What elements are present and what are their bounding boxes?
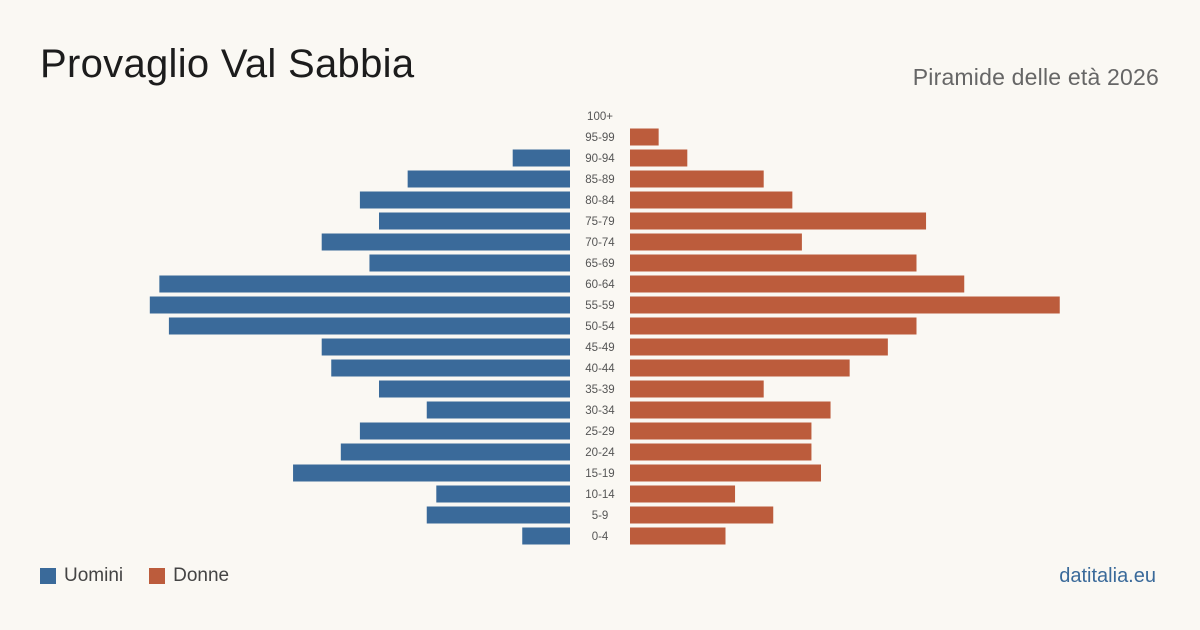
age-label-5-9: 5-9: [592, 510, 609, 522]
age-label-80-84: 80-84: [585, 195, 615, 207]
bar-men-90-94: [512, 149, 570, 167]
age-label-45-49: 45-49: [585, 342, 614, 354]
bar-women-90-94: [630, 149, 688, 167]
bar-men-40-44: [331, 359, 570, 377]
page-title: Provaglio Val Sabbia: [40, 42, 415, 86]
bar-women-5-9: [630, 506, 774, 524]
bar-women-35-39: [630, 380, 764, 398]
bar-men-85-89: [407, 170, 570, 188]
age-label-85-89: 85-89: [585, 174, 614, 186]
bar-women-0-4: [630, 527, 726, 545]
bar-women-20-24: [630, 443, 812, 461]
legend-item-women: Donne: [149, 565, 229, 587]
bar-men-60-64: [159, 275, 570, 293]
bar-men-65-69: [369, 254, 570, 272]
age-label-25-29: 25-29: [585, 426, 614, 438]
age-label-10-14: 10-14: [585, 489, 615, 501]
bar-women-70-74: [630, 233, 802, 251]
bar-women-55-59: [630, 296, 1060, 314]
age-label-60-64: 60-64: [585, 279, 615, 291]
age-label-20-24: 20-24: [585, 447, 615, 459]
bar-women-40-44: [630, 359, 850, 377]
legend-label-men: Uomini: [64, 565, 124, 586]
age-label-75-79: 75-79: [585, 216, 614, 228]
age-label-95-99: 95-99: [585, 132, 614, 144]
bar-women-10-14: [630, 485, 736, 503]
brand-link[interactable]: datitalia.eu: [1059, 565, 1156, 587]
bar-men-25-29: [359, 422, 570, 440]
age-label-70-74: 70-74: [585, 237, 615, 249]
bar-men-55-59: [149, 296, 571, 314]
bar-women-95-99: [630, 128, 659, 146]
age-label-55-59: 55-59: [585, 300, 614, 312]
bar-women-45-49: [630, 338, 888, 356]
bar-men-10-14: [436, 485, 570, 503]
age-label-0-4: 0-4: [592, 531, 609, 543]
legend-item-men: Uomini: [40, 565, 123, 587]
bar-men-5-9: [426, 506, 570, 524]
bar-women-60-64: [630, 275, 965, 293]
legend-label-women: Donne: [173, 565, 230, 586]
age-label-50-54: 50-54: [585, 321, 615, 333]
age-label-100+: 100+: [587, 111, 613, 123]
bar-women-25-29: [630, 422, 812, 440]
age-label-65-69: 65-69: [585, 258, 614, 270]
bar-men-80-84: [359, 191, 570, 209]
chart-subtitle: Piramide delle età 2026: [912, 64, 1159, 90]
bar-women-85-89: [630, 170, 764, 188]
population-pyramid-chart: 100+ 95-99 90-94 85-89 80-84 75-79 70-74 65-69 6…: [149, 111, 1060, 545]
bar-men-35-39: [379, 380, 570, 398]
age-label-90-94: 90-94: [585, 153, 615, 165]
legend-swatch-women: [149, 568, 166, 584]
bar-women-80-84: [630, 191, 793, 209]
bar-men-30-34: [426, 401, 570, 419]
bar-men-0-4: [522, 527, 570, 545]
bar-men-50-54: [168, 317, 570, 335]
age-label-15-19: 15-19: [585, 468, 614, 480]
legend-swatch-men: [40, 568, 56, 584]
age-label-35-39: 35-39: [585, 384, 614, 396]
bar-women-30-34: [630, 401, 831, 419]
bar-women-65-69: [630, 254, 917, 272]
bar-men-70-74: [321, 233, 570, 251]
age-label-40-44: 40-44: [585, 363, 615, 375]
age-label-30-34: 30-34: [585, 405, 615, 417]
bar-women-15-19: [630, 464, 821, 482]
bar-women-50-54: [630, 317, 917, 335]
bar-men-45-49: [321, 338, 570, 356]
bar-men-75-79: [379, 212, 570, 230]
bar-men-20-24: [340, 443, 570, 461]
bar-men-15-19: [293, 464, 570, 482]
bar-women-75-79: [630, 212, 927, 230]
chart-legend: Uomini Donne: [40, 565, 255, 587]
